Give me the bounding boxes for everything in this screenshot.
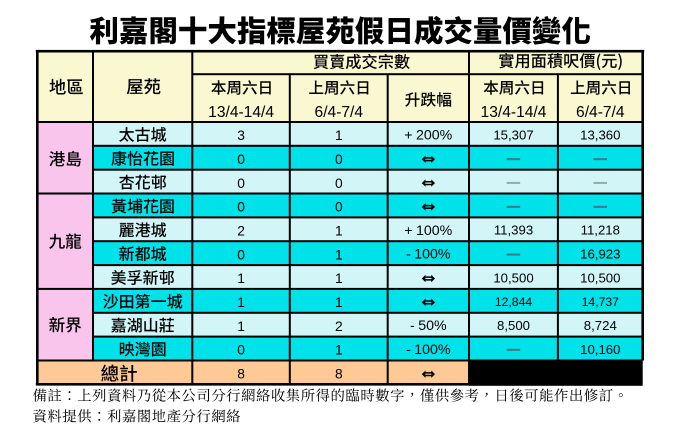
svg-text:11,393: 11,393 — [494, 223, 533, 238]
svg-text:-: - — [406, 247, 411, 263]
svg-text:0: 0 — [237, 200, 245, 215]
svg-text:0: 0 — [335, 176, 343, 191]
svg-text:8: 8 — [237, 367, 245, 382]
svg-text:1: 1 — [335, 224, 343, 239]
svg-text:8: 8 — [335, 367, 343, 382]
svg-text:12,844: 12,844 — [495, 295, 532, 309]
svg-text:1: 1 — [335, 271, 343, 286]
svg-text:1: 1 — [237, 295, 245, 310]
svg-text:8,724: 8,724 — [584, 318, 617, 333]
svg-text:15,307: 15,307 — [493, 127, 533, 142]
svg-text:100%: 100% — [414, 247, 451, 263]
svg-text:0: 0 — [335, 200, 343, 215]
svg-text:2: 2 — [237, 224, 245, 239]
svg-text:-: - — [410, 318, 415, 334]
svg-text:-: - — [406, 342, 411, 358]
svg-text:0: 0 — [335, 152, 343, 167]
svg-text:14,737: 14,737 — [582, 295, 619, 309]
svg-text:0: 0 — [237, 247, 245, 262]
svg-text:11,218: 11,218 — [581, 223, 620, 238]
svg-text:10,500: 10,500 — [580, 270, 620, 285]
svg-text:50%: 50% — [418, 318, 447, 334]
svg-text:100%: 100% — [414, 342, 451, 358]
svg-text:3: 3 — [237, 128, 245, 143]
svg-text:13/4-14/4: 13/4-14/4 — [208, 104, 274, 121]
svg-text:+: + — [404, 127, 412, 143]
svg-text:1: 1 — [335, 247, 343, 262]
svg-text:200%: 200% — [416, 127, 453, 143]
svg-text:10,500: 10,500 — [493, 270, 533, 285]
svg-text:0: 0 — [237, 176, 245, 191]
svg-text:10,160: 10,160 — [580, 342, 620, 357]
svg-text:13/4-14/4: 13/4-14/4 — [481, 104, 547, 121]
svg-text:100%: 100% — [416, 223, 453, 239]
svg-text:2: 2 — [335, 319, 343, 334]
svg-text:1: 1 — [335, 343, 343, 358]
svg-text:1: 1 — [237, 271, 245, 286]
svg-text:16,923: 16,923 — [580, 247, 620, 262]
svg-text:13,360: 13,360 — [580, 127, 620, 142]
svg-text:8,500: 8,500 — [497, 318, 530, 333]
svg-text:6/4-7/4: 6/4-7/4 — [576, 104, 625, 121]
svg-text:1: 1 — [237, 319, 245, 334]
svg-text:0: 0 — [237, 343, 245, 358]
svg-text:6/4-7/4: 6/4-7/4 — [315, 104, 364, 121]
svg-text:1: 1 — [335, 295, 343, 310]
svg-text:0: 0 — [237, 152, 245, 167]
svg-text:+: + — [404, 223, 412, 239]
svg-text:1: 1 — [335, 128, 343, 143]
